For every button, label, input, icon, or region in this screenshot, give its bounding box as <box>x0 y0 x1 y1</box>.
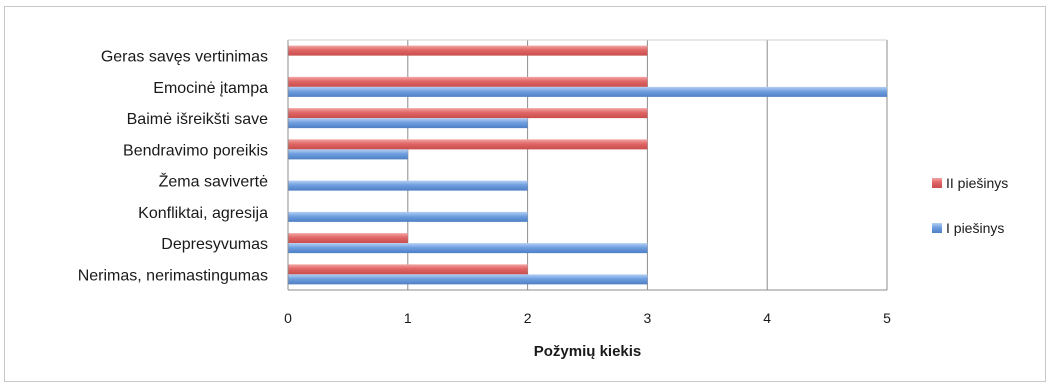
bar-ii-3 <box>288 139 648 150</box>
x-axis-title: Požymių kiekis <box>534 343 642 360</box>
chart-frame <box>4 6 1046 382</box>
bar-ii-1 <box>288 76 648 87</box>
bar-ii-0 <box>288 45 648 56</box>
axes <box>287 39 887 291</box>
bar-i-6 <box>288 243 648 254</box>
legend: II piešinys I piešinys <box>932 175 1008 236</box>
bar-i-5 <box>288 211 528 222</box>
legend-label-i: I piešinys <box>946 220 1004 236</box>
category-label: Žema savivertė <box>159 172 268 191</box>
bar-i-7 <box>288 274 648 285</box>
legend-swatch-i <box>932 223 942 233</box>
legend-label-ii: II piešinys <box>946 175 1008 191</box>
bar-i-1 <box>288 86 887 97</box>
category-label: Geras savęs vertinimas <box>101 49 268 66</box>
category-label: Depresyvumas <box>161 236 268 253</box>
labels: 0 1 2 3 4 5 Geras savęs vertinimas Emocinė įtam… <box>78 49 891 360</box>
x-tick-label: 5 <box>883 310 891 326</box>
x-tick-label: 2 <box>524 310 532 326</box>
x-tick-label: 3 <box>644 310 652 326</box>
category-label: Bendravimo poreikis <box>123 142 268 159</box>
category-label: Nerimas, nerimastingumas <box>78 267 268 284</box>
category-label: Emocinė įtampa <box>153 80 268 97</box>
category-label: Baimė išreikšti save <box>127 111 268 128</box>
bar-i-4 <box>288 180 528 191</box>
x-tick-label: 4 <box>763 310 771 326</box>
bar-i-3 <box>288 149 408 160</box>
bar-ii-6 <box>288 233 408 244</box>
category-label: Konfliktai, agresija <box>138 205 268 222</box>
x-tick-label: 1 <box>404 310 412 326</box>
bar-i-2 <box>288 118 528 129</box>
x-tick-label: 0 <box>284 310 292 326</box>
bar-ii-2 <box>288 108 648 119</box>
legend-swatch-ii <box>932 178 942 188</box>
bars <box>288 45 887 285</box>
bar-ii-7 <box>288 264 528 275</box>
